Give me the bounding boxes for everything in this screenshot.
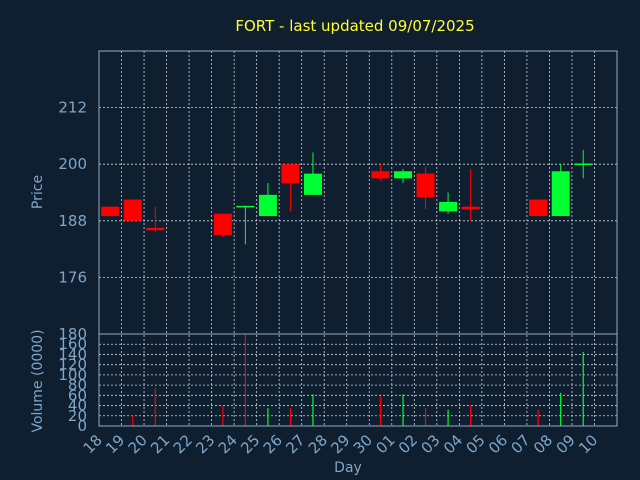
day-tick-label: 10 [575, 431, 601, 457]
price-tick-label: 200 [58, 155, 87, 173]
marks-layer [101, 150, 593, 426]
candle-body [258, 194, 277, 217]
volume-tick-label: 100 [58, 366, 87, 384]
volume-tick-label: 140 [58, 345, 87, 363]
volume-tick-label: 60 [68, 386, 87, 404]
price-tick-label: 212 [58, 99, 87, 117]
volume-panel-frame [98, 333, 618, 427]
volume-tick-label: 120 [58, 356, 87, 374]
candle-body [416, 173, 435, 198]
price-panel-frame [98, 50, 618, 335]
candle-body [371, 171, 390, 179]
candle-body [461, 206, 480, 210]
candle-body [551, 171, 570, 217]
candle-body [213, 213, 232, 235]
grid-layer [99, 51, 618, 426]
candle-body [394, 171, 413, 179]
price-axis-label: Price [30, 175, 46, 209]
candle-body [439, 201, 458, 212]
volume-tick-label: 40 [68, 397, 87, 415]
volume-axis-label: Volume (0000) [30, 329, 46, 432]
candle-body [123, 199, 142, 221]
volume-tick-label: 0 [77, 417, 87, 435]
volume-tick-label: 160 [58, 335, 87, 353]
day-axis-label: Day [334, 460, 362, 476]
candle-body [303, 173, 322, 195]
candle-body [101, 206, 120, 217]
volume-tick-label: 20 [68, 407, 87, 425]
chart-title: FORT - last updated 09/07/2025 [235, 17, 474, 35]
volume-tick-label: 80 [68, 376, 87, 394]
candle-body [281, 164, 300, 184]
price-tick-label: 188 [58, 212, 87, 230]
volume-tick-label: 180 [58, 325, 87, 343]
candle-body [146, 227, 165, 231]
price-tick-label: 176 [58, 268, 87, 286]
candle-body [529, 199, 548, 217]
axes-layer: 1761882002120204060801001201401601801819… [58, 50, 618, 457]
